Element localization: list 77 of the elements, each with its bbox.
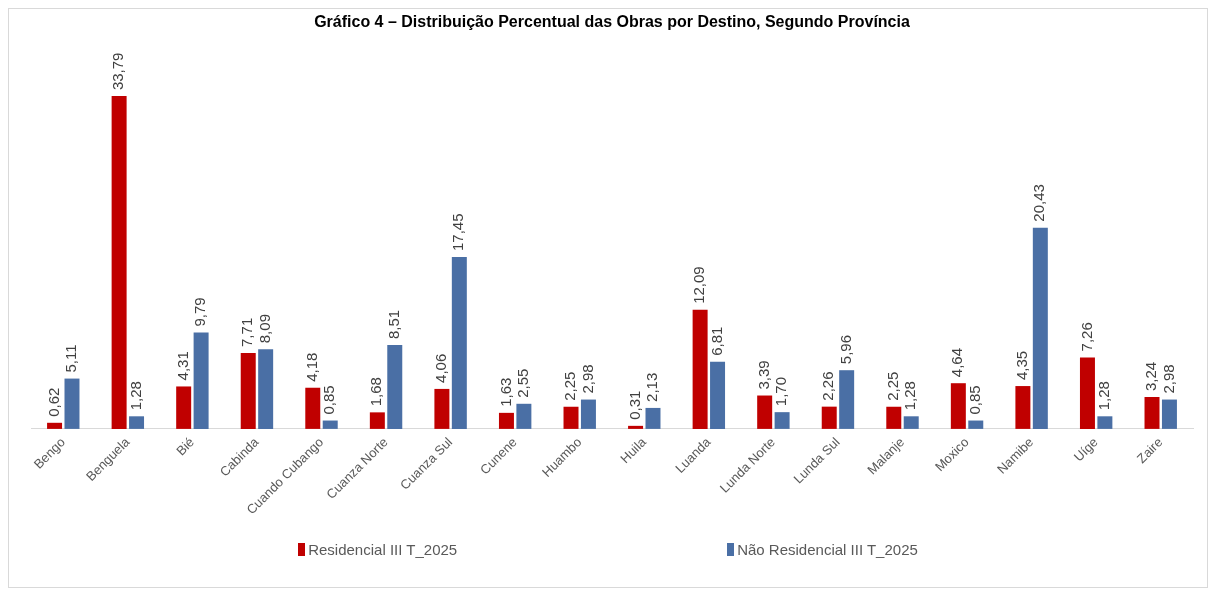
bar	[322, 420, 338, 429]
bar	[434, 388, 450, 429]
bar	[451, 257, 467, 429]
bar	[193, 332, 209, 429]
bar	[692, 309, 708, 429]
bar	[1161, 399, 1177, 429]
bar	[64, 378, 80, 429]
bar	[1015, 386, 1031, 429]
data-label: 8,51	[384, 309, 402, 340]
data-label: 1,63	[496, 377, 514, 407]
data-label: 2,25	[561, 371, 579, 401]
data-label: 3,24	[1142, 361, 1160, 391]
data-label: 6,81	[707, 326, 725, 356]
bar	[47, 422, 63, 429]
data-label: 0,62	[44, 387, 62, 417]
data-label: 4,06	[432, 353, 450, 383]
data-label: 1,70	[772, 376, 790, 407]
bar	[886, 406, 902, 429]
bar	[516, 403, 532, 429]
bar	[1097, 416, 1113, 429]
data-label: 3,39	[754, 360, 772, 390]
data-label: 0,85	[965, 385, 983, 415]
bar	[258, 349, 274, 429]
bar	[950, 383, 966, 429]
bar	[563, 406, 579, 429]
bar	[774, 412, 790, 429]
bar	[710, 361, 726, 429]
data-label: 1,28	[126, 381, 144, 411]
bar	[129, 416, 145, 429]
data-label: 2,98	[578, 364, 596, 394]
data-label: 4,18	[302, 352, 320, 382]
data-label: 0,31	[625, 390, 643, 420]
bar	[305, 387, 321, 429]
bar	[839, 370, 855, 429]
bar	[821, 406, 837, 429]
bar	[968, 420, 984, 429]
legend-label: Não Residencial III T_2025	[737, 540, 918, 558]
bar	[757, 395, 773, 429]
data-label: 4,64	[948, 348, 966, 378]
bar	[903, 416, 919, 429]
bar	[628, 425, 644, 429]
data-label: 12,09	[690, 266, 708, 304]
data-label: 0,85	[320, 385, 338, 415]
data-label: 20,43	[1030, 184, 1048, 222]
data-label: 7,26	[1077, 322, 1095, 352]
bar	[387, 345, 403, 429]
bar	[1032, 227, 1048, 429]
bar	[645, 407, 661, 429]
data-label: 1,28	[901, 381, 919, 411]
bar	[111, 96, 127, 429]
data-label: 2,98	[1159, 364, 1177, 394]
data-label: 2,13	[643, 372, 661, 402]
data-label: 5,96	[836, 335, 854, 365]
data-label: 1,68	[367, 377, 385, 407]
chart-title: Gráfico 4 – Distribuição Percentual das Obras por Destino, Segundo Província	[314, 13, 910, 31]
data-label: 7,71	[238, 317, 256, 347]
bar	[580, 399, 596, 429]
x-tick-label: Uíge	[1070, 434, 1101, 465]
data-label: 4,31	[173, 351, 191, 381]
bar	[176, 386, 192, 429]
legend-label: Residencial III T_2025	[308, 540, 458, 558]
data-label: 2,26	[819, 371, 837, 401]
bar	[240, 352, 256, 429]
data-label: 8,09	[255, 314, 273, 344]
bar	[369, 412, 385, 429]
data-label: 33,79	[109, 52, 127, 91]
data-label: 5,11	[62, 344, 80, 373]
data-label: 4,35	[1013, 350, 1031, 381]
data-label: 1,28	[1095, 381, 1113, 411]
data-label: 2,25	[883, 371, 901, 401]
bar	[498, 412, 514, 429]
data-label: 9,79	[191, 297, 209, 327]
x-tick-label: Bié	[173, 434, 198, 459]
bar	[1144, 396, 1160, 429]
data-label: 17,45	[449, 213, 467, 252]
bar	[1079, 357, 1095, 429]
data-label: 2,55	[514, 368, 532, 398]
